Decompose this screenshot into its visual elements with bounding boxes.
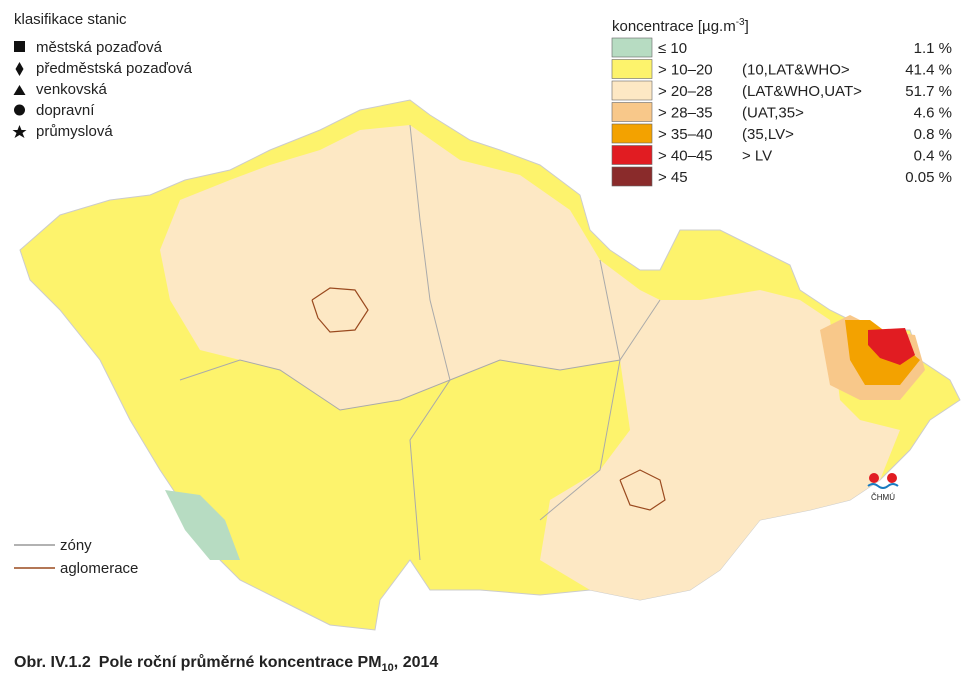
concentration-legend-title: koncentrace [µg.m-3]	[612, 17, 749, 35]
legend-swatch	[611, 102, 653, 122]
station-legend-label: dopravní	[36, 102, 95, 119]
region-40-45	[868, 328, 915, 365]
line-legend-label: aglomerace	[60, 560, 138, 577]
legend-share: 51.7 %	[905, 83, 952, 100]
station-legend-label: průmyslová	[36, 123, 113, 140]
caption-number: Obr. IV.1.2	[14, 654, 91, 671]
caption: Obr. IV.1.2 Pole roční průměrné koncentra…	[14, 654, 438, 674]
map	[19, 99, 961, 631]
station-symbol	[14, 104, 25, 116]
chmu-logo: ČHMÚ	[867, 473, 899, 502]
legend-swatch	[611, 145, 653, 165]
title-text: koncentrace [µg.m	[612, 18, 736, 35]
legend-range: > 20–28	[658, 83, 713, 100]
station-legend: městská pozaďová předměstská pozaďová venk…	[12, 39, 193, 140]
legend-interval: (LAT&WHO,UAT>	[742, 83, 862, 100]
caption-subscript: 10	[382, 662, 394, 674]
region-le-10	[165, 490, 240, 560]
zone-border	[409, 124, 451, 561]
title-sup: -3	[736, 17, 745, 28]
caption-suffix: , 2014	[394, 654, 439, 671]
legend-interval: (35,LV>	[742, 126, 794, 143]
station-symbol	[14, 41, 25, 52]
legend-swatch	[611, 166, 653, 187]
station-symbol	[12, 125, 27, 138]
legend-share: 1.1 %	[914, 40, 952, 57]
legend-share: 0.4 %	[914, 148, 952, 165]
legend-swatch	[611, 59, 653, 79]
zone-border	[179, 299, 661, 411]
caption-title: Pole roční průměrné koncentrace PM	[99, 654, 382, 671]
station-legend-label: městská pozaďová	[36, 39, 163, 56]
legend-interval: (UAT,35>	[742, 105, 804, 122]
legend-share: 0.8 %	[914, 126, 952, 143]
aglomerace-prague	[311, 287, 369, 333]
legend-interval: (10,LAT&WHO>	[742, 62, 850, 79]
station-legend-label: venkovská	[36, 81, 108, 98]
legend-swatch	[611, 80, 653, 101]
line-legend-label: zóny	[60, 537, 92, 554]
region-20-28	[160, 125, 900, 600]
legend-range: > 35–40	[658, 126, 713, 143]
legend-swatch	[611, 37, 653, 58]
zone-border	[539, 259, 621, 521]
station-symbol	[15, 62, 24, 76]
legend-share: 41.4 %	[905, 62, 952, 79]
legend-share: 0.05 %	[905, 169, 952, 186]
legend-range: > 45	[658, 169, 688, 186]
station-legend-title: klasifikace stanic	[14, 11, 127, 28]
legend-swatch	[611, 123, 653, 144]
legend-share: 4.6 %	[914, 105, 952, 122]
legend-range: > 28–35	[658, 105, 713, 122]
logo-text: ČHMÚ	[871, 493, 895, 502]
legend-range: > 10–20	[658, 62, 713, 79]
station-legend-label: předměstská pozaďová	[36, 60, 193, 77]
concentration-legend: ≤ 10 1.1 % > 10–20 (10,LAT&WHO> 41.4 % > 20–2…	[611, 37, 952, 187]
legend-interval: > LV	[742, 148, 772, 165]
legend-range: ≤ 10	[658, 40, 687, 57]
title-end: ]	[745, 18, 749, 35]
station-symbol	[13, 85, 26, 95]
aglomerace-brno	[619, 469, 666, 511]
legend-range: > 40–45	[658, 148, 713, 165]
